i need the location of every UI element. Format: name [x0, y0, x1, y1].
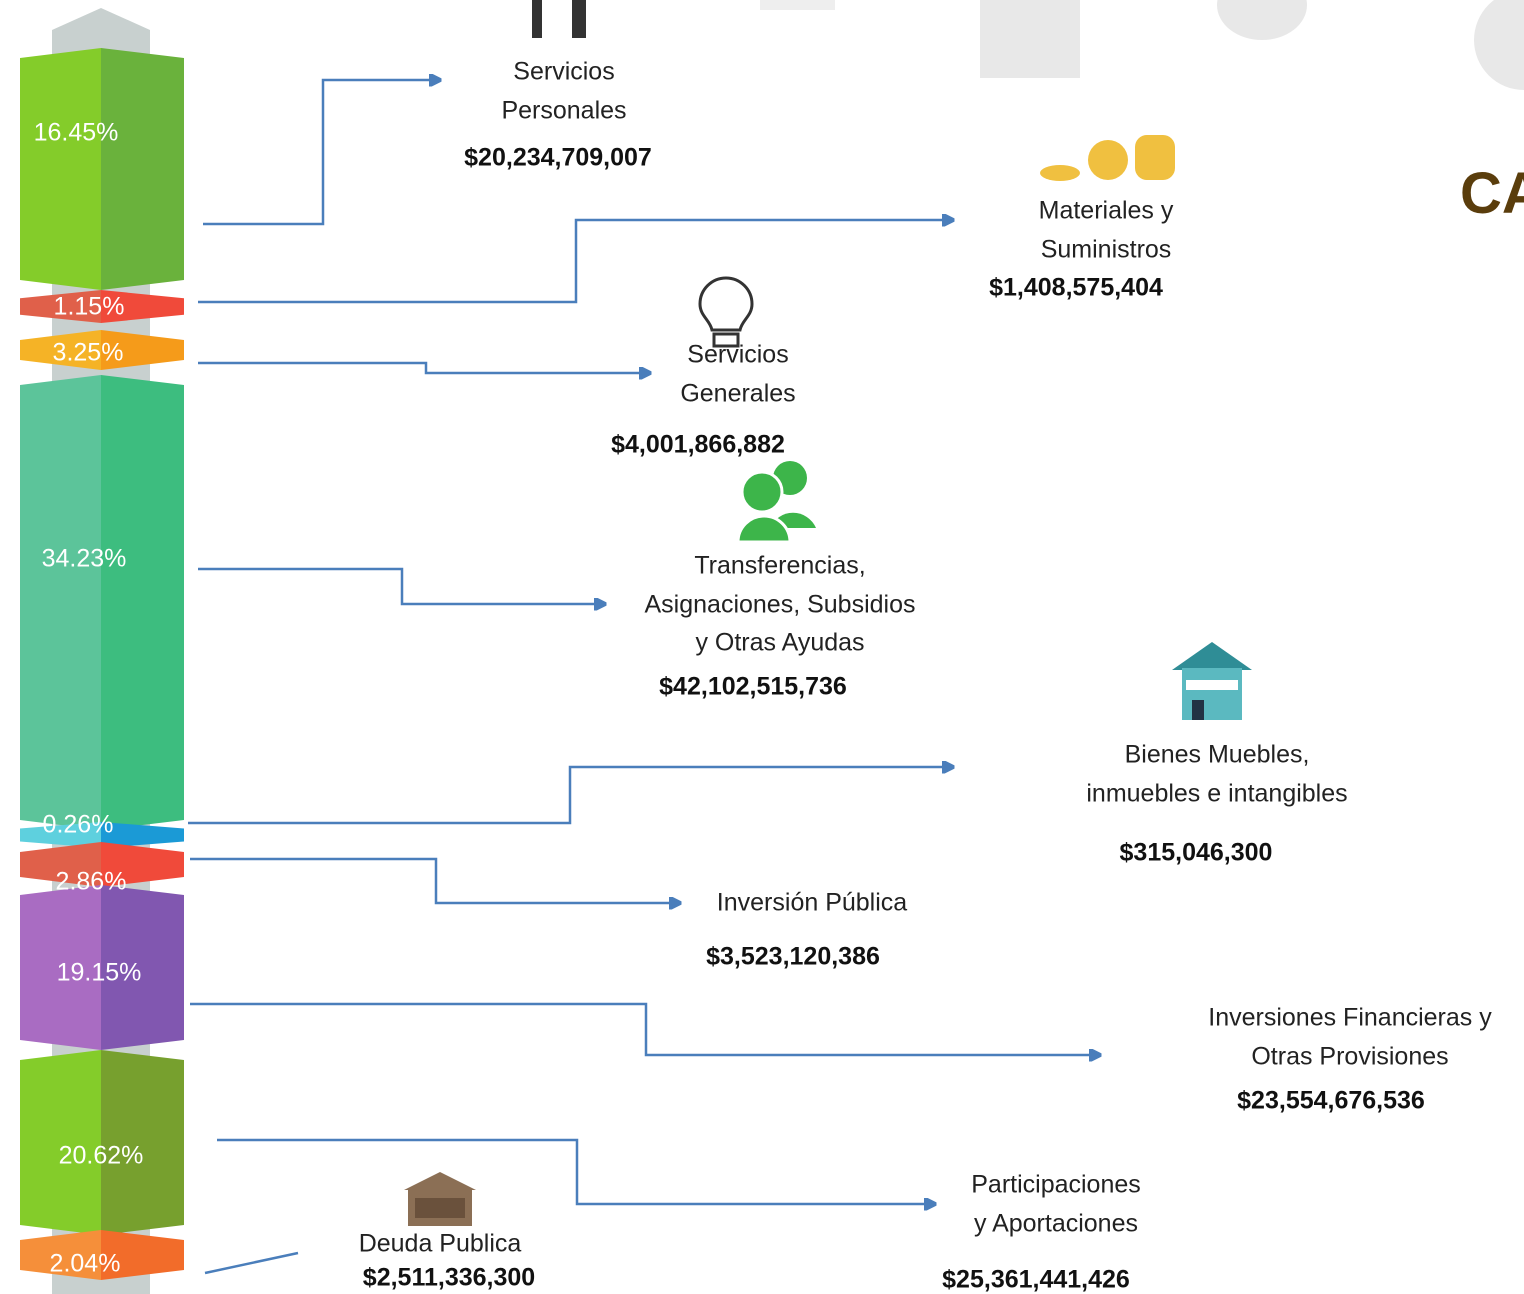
- segment-label: 3.25%: [52, 338, 124, 367]
- item-name: Servicios: [687, 340, 789, 369]
- connector: [188, 767, 953, 825]
- item-amount: $315,046,300: [1119, 838, 1273, 867]
- item-name: Otras Provisiones: [1251, 1042, 1449, 1070]
- item-name: Servicios: [513, 57, 615, 86]
- item-name: Transferencias,: [694, 551, 866, 580]
- item-name: Suministros: [1040, 235, 1172, 263]
- connector: [198, 220, 953, 304]
- segment: [101, 885, 184, 1050]
- segment: [20, 375, 101, 830]
- decor: [1474, 0, 1524, 90]
- item-name: Inversión Pública: [716, 888, 908, 917]
- item-name: Materiales y: [1038, 196, 1174, 225]
- cap: [52, 8, 150, 48]
- segment: [101, 375, 184, 830]
- item-name: Inversiones Financieras y: [1208, 1003, 1492, 1032]
- connector: [198, 361, 650, 373]
- item-name: Personales: [501, 96, 627, 124]
- item-amount: $42,102,515,736: [659, 672, 847, 701]
- decor: [1217, 0, 1307, 40]
- connector: [198, 567, 605, 604]
- segment: [101, 290, 184, 323]
- segment-label: 16.45%: [33, 118, 119, 147]
- item-name: inmuebles e intangibles: [1086, 779, 1348, 807]
- segment-label: 0.26%: [42, 810, 114, 839]
- item-amount: $4,001,866,882: [611, 430, 785, 459]
- segment-label: 2.04%: [49, 1249, 121, 1278]
- segment: [101, 1230, 184, 1280]
- connector: [190, 857, 680, 903]
- segment-label: 34.23%: [41, 544, 127, 573]
- item-amount: $3,523,120,386: [706, 942, 880, 971]
- segment: [20, 48, 101, 290]
- item-name: y Otras Ayudas: [695, 628, 865, 657]
- connector: [203, 80, 440, 226]
- segment-label: 20.62%: [58, 1141, 144, 1170]
- segment-label: 2.86%: [55, 867, 127, 896]
- segment: [101, 330, 184, 370]
- item-amount: $25,361,441,426: [942, 1265, 1130, 1294]
- segment: [20, 330, 101, 370]
- item-amount: $2,511,336,300: [362, 1263, 536, 1292]
- item-name: Participaciones: [971, 1170, 1141, 1199]
- item-name: Generales: [680, 379, 796, 407]
- segment: [101, 48, 184, 290]
- segment-label: 19.15%: [56, 958, 142, 987]
- item-name: Asignaciones, Subsidios: [644, 590, 916, 618]
- decor: [760, 0, 835, 10]
- segment: [101, 822, 184, 848]
- connector: [204, 1251, 299, 1275]
- segment: [20, 1050, 101, 1235]
- title: CA: [1460, 161, 1524, 226]
- segment: [101, 842, 184, 887]
- item-name: Bienes Muebles,: [1124, 740, 1310, 769]
- item-name: Deuda Publica: [358, 1229, 522, 1258]
- item-name: y Aportaciones: [974, 1209, 1138, 1237]
- item-amount: $23,554,676,536: [1237, 1086, 1425, 1115]
- segment: [20, 842, 101, 887]
- item-amount: $1,408,575,404: [989, 273, 1163, 302]
- segment-label: 1.15%: [53, 292, 125, 321]
- decor: [980, 0, 1080, 78]
- segment: [20, 1230, 101, 1280]
- connector: [217, 1138, 935, 1204]
- segment: [20, 290, 101, 323]
- connector: [190, 1002, 1100, 1055]
- segment: [20, 885, 101, 1050]
- segment: [20, 822, 101, 848]
- item-amount: $20,234,709,007: [464, 143, 652, 172]
- icons: [404, 0, 1252, 1226]
- segment: [101, 1050, 184, 1235]
